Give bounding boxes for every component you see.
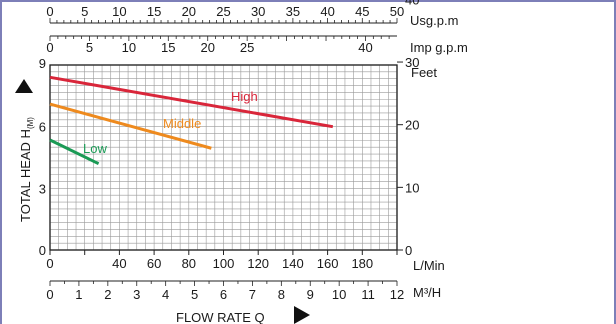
y-tick-label: 0 xyxy=(39,243,46,258)
x-tick-label: 160 xyxy=(317,256,339,271)
x-unit-label: L/Min xyxy=(413,258,445,273)
usgpm-tick-label: 0 xyxy=(46,4,53,19)
series-line-low xyxy=(49,138,100,166)
x-tick-label: 180 xyxy=(351,256,373,271)
series-label-middle: Middle xyxy=(163,116,201,131)
feet-tick-label: 10 xyxy=(405,180,419,195)
impgpm-tick-label: 25 xyxy=(240,40,254,55)
usgpm-tick-label: 25 xyxy=(216,4,230,19)
labels: FLOW RATE Q L/Min Usg.p.m Imp g.p.m M³/H… xyxy=(18,0,468,324)
right-arrow-icon xyxy=(294,306,310,324)
m3h-tick-label: 6 xyxy=(220,287,227,302)
y-tick-label: 3 xyxy=(39,181,46,196)
y-axis-title: TOTAL HEAD H(M) xyxy=(18,117,35,222)
series-label-high: High xyxy=(231,89,258,104)
impgpm-tick-label: 0 xyxy=(46,40,53,55)
usgpm-tick-label: 45 xyxy=(355,4,369,19)
up-arrow-icon xyxy=(15,79,33,93)
m3h-tick-label: 12 xyxy=(390,287,404,302)
usgpm-tick-label: 20 xyxy=(182,4,196,19)
feet-tick-label: 40 xyxy=(405,0,419,7)
feet-tick-label: 30 xyxy=(405,55,419,70)
usgpm-tick-label: 50 xyxy=(390,4,404,19)
x-axis-title: FLOW RATE Q xyxy=(176,310,265,324)
impgpm-tick-label: 40 xyxy=(358,40,372,55)
x-tick-label: 0 xyxy=(46,256,53,271)
series-line-middle xyxy=(49,102,212,150)
m3h-tick-label: 11 xyxy=(361,287,375,302)
usgpm-tick-label: 30 xyxy=(251,4,265,19)
m3h-tick-label: 7 xyxy=(249,287,256,302)
m3h-tick-label: 8 xyxy=(278,287,285,302)
y-tick-label: 6 xyxy=(39,120,46,135)
series-line-high xyxy=(49,75,334,129)
usgpm-tick-label: 35 xyxy=(286,4,300,19)
feet-unit-label: Feet xyxy=(411,65,437,80)
impgpm-tick-label: 10 xyxy=(122,40,136,55)
grid xyxy=(49,64,398,251)
x-tick-label: 60 xyxy=(147,256,161,271)
y-axis-title-sub: (M) xyxy=(26,117,35,129)
m3h-tick-label: 0 xyxy=(46,287,53,302)
feet-tick-label: 20 xyxy=(405,118,419,133)
m3h-tick-label: 10 xyxy=(332,287,346,302)
m3h-tick-label: 9 xyxy=(307,287,314,302)
impgpm-tick-label: 20 xyxy=(200,40,214,55)
m3h-tick-label: 3 xyxy=(133,287,140,302)
usgpm-tick-label: 5 xyxy=(81,4,88,19)
series xyxy=(49,75,334,166)
x-tick-label: 40 xyxy=(112,256,126,271)
usgpm-unit-label: Usg.p.m xyxy=(410,13,458,28)
m3h-unit-label: M³/H xyxy=(413,285,441,300)
usgpm-tick-label: 40 xyxy=(320,4,334,19)
m3h-tick-label: 5 xyxy=(191,287,198,302)
axes xyxy=(49,18,403,286)
m3h-tick-label: 1 xyxy=(75,287,82,302)
impgpm-tick-label: 15 xyxy=(161,40,175,55)
series-label-low: Low xyxy=(83,141,107,156)
x-tick-label: 140 xyxy=(282,256,304,271)
m3h-tick-label: 4 xyxy=(162,287,169,302)
y-axis-title-main: TOTAL HEAD H xyxy=(18,129,33,222)
m3h-tick-label: 2 xyxy=(104,287,111,302)
x-tick-label: 100 xyxy=(213,256,235,271)
x-tick-label: 80 xyxy=(182,256,196,271)
usgpm-tick-label: 10 xyxy=(112,4,126,19)
impgpm-unit-label: Imp g.p.m xyxy=(410,40,468,55)
y-tick-label: 9 xyxy=(39,56,46,71)
impgpm-tick-label: 5 xyxy=(86,40,93,55)
usgpm-tick-label: 15 xyxy=(147,4,161,19)
feet-tick-label: 0 xyxy=(405,243,412,258)
x-tick-label: 120 xyxy=(247,256,269,271)
